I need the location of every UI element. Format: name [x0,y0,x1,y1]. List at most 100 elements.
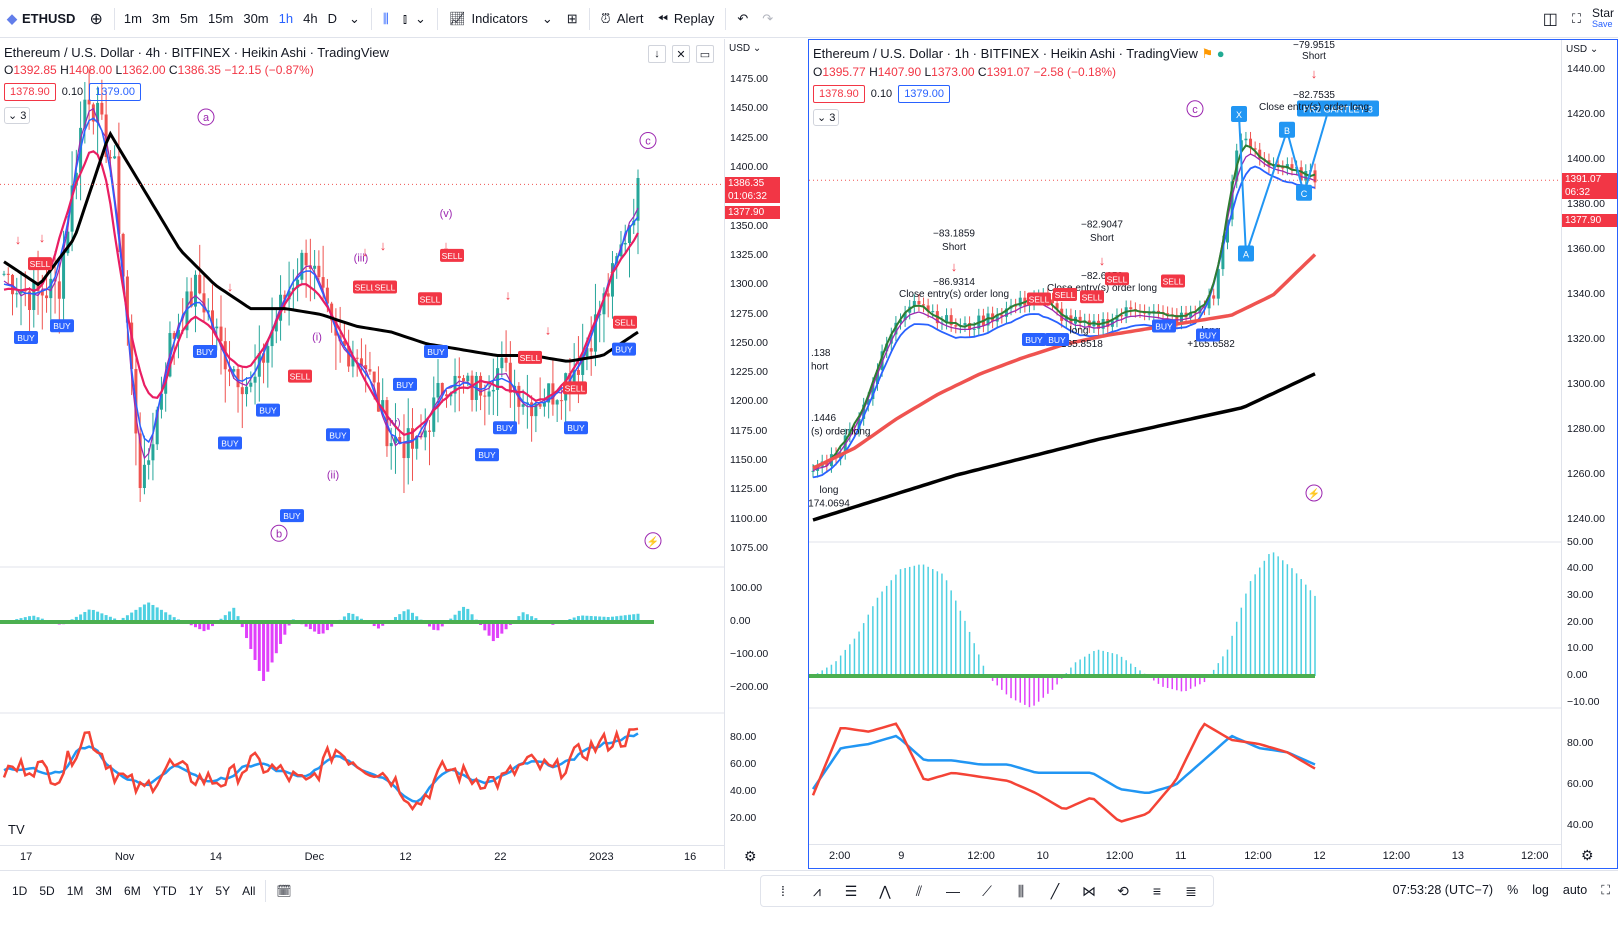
interval-dropdown[interactable]: ⌄ [342,0,367,38]
fullscreen-icon[interactable]: ⛶ [1601,882,1610,897]
right-quote-box: 1378.90 0.10 1379.00 [813,85,1225,103]
range-5y[interactable]: 5Y [215,883,231,898]
candle-body [1018,297,1022,307]
redo-button[interactable]: ↷ [755,0,780,38]
top-right-group: ◫ ⛶ Star Save [1536,0,1618,38]
right-chart-pane[interactable]: X A B C PRZ GARTLEY 3 −83.1859 Short ↓ −86.9314 C… [808,39,1618,869]
left-time-axis[interactable]: 17 Nov 14 Dec 12 22 2023 16 [0,845,724,869]
line-icon[interactable]: ╱ [1050,882,1060,899]
buy-badge-text: BUY [283,511,301,521]
buy-badge [218,436,242,450]
candle-body [1050,299,1054,304]
left-settings-icon[interactable]: ⚙ [744,848,757,864]
right-buy-price[interactable]: 1379.00 [898,85,950,103]
left-spread: 0.10 [61,86,84,98]
interval-30m[interactable]: 30m [243,11,269,26]
right-settings-icon[interactable]: ⚙ [1581,847,1594,863]
interval-3m[interactable]: 3m [151,11,170,26]
layout-button[interactable]: ⊞ [560,0,585,38]
fib-icon[interactable]: ⫽ [915,882,923,899]
collapse-icon[interactable]: ✕ [672,45,690,63]
interval-1h[interactable]: 1h [278,11,294,26]
right-price-axis[interactable]: USD ⌄ 1440.00 1420.00 1400.00 1380.00 1360.0… [1561,40,1617,868]
interval-1m[interactable]: 1m [123,11,142,26]
path-icon[interactable]: ⟋ [982,882,992,899]
candle-body [466,375,470,382]
candle-body [945,315,949,323]
candle-body [270,331,274,347]
left-pane-controls: ↓ ✕ ▭ [648,45,714,63]
trend-pattern-icon[interactable]: ⩘ [813,882,821,899]
candle-body [912,300,916,307]
axis-tick-label: 1300.00 [1567,378,1605,390]
percent-toggle[interactable]: % [1507,883,1519,897]
range-1m[interactable]: 1M [66,883,84,898]
horizontal-lines-icon[interactable]: ☰ [844,882,858,899]
right-currency-label[interactable]: USD ⌄ [1566,44,1599,55]
axis-tick-label: −100.00 [730,648,769,660]
current-price-tag: 1391.07 [1562,173,1617,187]
clock-label[interactable]: 07:53:28 (UTC−7) [1392,883,1494,897]
pattern-label-x: X [1236,110,1242,120]
right-time-axis[interactable]: 2:00 9 12:00 10 12:00 11 12:00 12 12:00 13 12:00 [809,844,1561,868]
goto-date-button[interactable]: 🗓︎ [270,884,297,898]
long-position-icon[interactable]: ≡ [1152,883,1162,899]
xabcd-icon[interactable]: ⋈ [1082,882,1096,899]
interval-5m[interactable]: 5m [179,11,199,26]
save-button[interactable]: Star Save [1588,7,1618,30]
left-chart-pane[interactable]: SELL SELL SELL SELL SELL SELL SELL SELL SELL BUY B… [0,39,780,869]
bars-style-button[interactable]: ⫼ [376,0,396,38]
left-currency-label[interactable]: USD ⌄ [729,43,762,54]
arrow-down-icon[interactable]: ↓ [648,45,666,63]
symbol-search[interactable]: ◆ ETHUSD [0,0,82,38]
candles-icon: ⫼ [382,10,389,26]
range-ytd[interactable]: YTD [152,883,177,898]
short-position-icon[interactable]: ≣ [1185,882,1197,899]
right-sell-price[interactable]: 1378.90 [813,85,865,103]
top-toolbar: ◆ ETHUSD ⊕ 1m 3m 5m 15m 30m 1h 4h D ⌄ ⫼ ⫾ ⌄ 📈︎ … [0,0,1618,38]
alert-button[interactable]: ⏰︎ Alert [594,0,651,38]
left-buy-price[interactable]: 1379.00 [89,83,141,101]
indicators-button[interactable]: 📈︎ Indicators ⌄ [442,0,560,38]
horizontal-ray-icon[interactable]: — [946,883,960,899]
interval-D[interactable]: D [327,11,337,26]
bid-tag: 1377.90 [1562,213,1617,227]
left-collapse-indicators[interactable]: ⌄ 3 [4,107,30,124]
right-collapse-indicators[interactable]: ⌄ 3 [813,109,839,126]
toggle-panel-button[interactable]: ◫ [1536,0,1565,38]
range-1y[interactable]: 1Y [188,883,204,898]
abcd-pattern-icon[interactable]: ⋀ [879,882,891,899]
range-all[interactable]: All [242,883,256,898]
wave-circle [1186,100,1204,118]
candle-body [1004,308,1008,317]
range-3m[interactable]: 3M [95,883,113,898]
undo-button[interactable]: ↶ [730,0,755,38]
fullscreen-button[interactable]: ⛶ [1565,0,1588,38]
candle-body [627,225,631,243]
compare-symbol-button[interactable]: ⊕ [82,0,109,38]
candle-body [593,314,597,352]
left-sell-price[interactable]: 1378.90 [4,83,56,101]
maximize-icon[interactable]: ▭ [696,45,714,63]
candle-body [922,304,926,306]
left-chart-title: Ethereum / U.S. Dollar · 4h · BITFINEX ·… [4,45,389,60]
spiral-icon[interactable]: ⟲ [1117,882,1129,899]
interval-4h[interactable]: 4h [303,11,318,26]
interval-15m[interactable]: 15m [208,11,234,26]
annotation: −82.6659 [1081,271,1123,282]
bars-pattern-icon[interactable]: ⫼ [1017,882,1025,899]
range-5d[interactable]: 5D [39,883,55,898]
log-toggle[interactable]: log [1532,883,1549,897]
range-6m[interactable]: 6M [124,883,141,898]
range-1d[interactable]: 1D [12,883,28,898]
chart-type-button[interactable]: ⫾ ⌄ [396,0,433,38]
left-price-axis[interactable]: USD ⌄ 1475.001450.001425.001400.001375.0… [724,39,780,869]
chevron-down-icon: ⌄ [817,112,827,124]
candle-body [355,357,359,359]
replay-button[interactable]: ⏪︎ Replay [651,0,722,38]
auto-toggle[interactable]: auto [1562,883,1588,897]
drag-handle-icon[interactable]: ⁞ [781,883,785,899]
